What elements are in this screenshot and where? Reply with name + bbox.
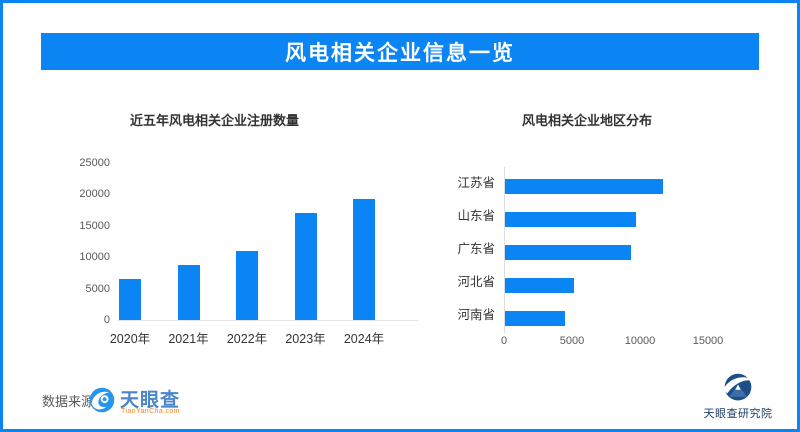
bar-2023年 bbox=[294, 213, 317, 320]
x-tick-label: 15000 bbox=[692, 335, 724, 347]
tianyancha-logo: 天眼查 TianYanCha.com bbox=[88, 384, 198, 420]
tianyancha-logo-text: 天眼查 bbox=[120, 390, 181, 411]
page-title: 风电相关企业信息一览 bbox=[41, 33, 759, 70]
x-tick-label: 2021年 bbox=[168, 332, 209, 346]
x-tick-label: 10000 bbox=[624, 335, 656, 347]
registrations-bar-chart: 近五年风电相关企业注册数量 0 5000 10000 15000 20000 25000 … bbox=[60, 105, 430, 365]
bar-广东省 bbox=[505, 245, 631, 260]
x-tick-label: 2020年 bbox=[109, 332, 151, 346]
x-tick-label: 2022年 bbox=[226, 332, 268, 346]
bar-2024年 bbox=[353, 199, 375, 320]
right-chart-title: 风电相关企业地区分布 bbox=[522, 113, 653, 128]
bar-2020年 bbox=[119, 279, 141, 320]
category-label: 广东省 bbox=[457, 242, 495, 256]
category-label: 河北省 bbox=[457, 275, 495, 289]
research-institute-label: 天眼查研究院 bbox=[703, 408, 773, 420]
bar-山东省 bbox=[505, 212, 636, 227]
left-chart-title: 近五年风电相关企业注册数量 bbox=[130, 113, 300, 128]
x-tick-label: 0 bbox=[500, 335, 508, 347]
region-bar-chart: 风电相关企业地区分布 江苏省山东省广东省河北省河南省 0 5000 10000 150… bbox=[440, 105, 780, 365]
y-tick-label: 25000 bbox=[79, 157, 110, 169]
left-chart-plot-area bbox=[118, 163, 418, 321]
research-institute-icon bbox=[722, 373, 754, 401]
bar-江苏省 bbox=[505, 179, 663, 194]
category-label: 河南省 bbox=[457, 308, 495, 322]
y-tick-label: 10000 bbox=[79, 251, 110, 264]
y-tick-label: 15000 bbox=[79, 219, 110, 232]
tianyancha-logo-url: TianYanCha.com bbox=[121, 408, 180, 415]
category-label: 江苏省 bbox=[457, 176, 495, 190]
right-chart-axis-line bbox=[504, 167, 505, 333]
bar-2022年 bbox=[236, 251, 258, 320]
bar-河南省 bbox=[505, 311, 565, 326]
x-tick-label: 2024年 bbox=[343, 332, 385, 346]
y-tick-label: 0 bbox=[103, 314, 110, 326]
x-tick-label: 2023年 bbox=[285, 332, 326, 346]
y-tick-label: 5000 bbox=[85, 282, 110, 295]
tianyancha-eye-icon bbox=[89, 387, 115, 413]
x-tick-label: 5000 bbox=[559, 335, 585, 347]
bar-河北省 bbox=[505, 278, 574, 293]
category-label: 山东省 bbox=[457, 209, 495, 223]
bar-2021年 bbox=[177, 265, 200, 320]
research-institute-logo: 天眼查研究院 bbox=[698, 372, 778, 422]
y-tick-label: 20000 bbox=[79, 188, 110, 201]
